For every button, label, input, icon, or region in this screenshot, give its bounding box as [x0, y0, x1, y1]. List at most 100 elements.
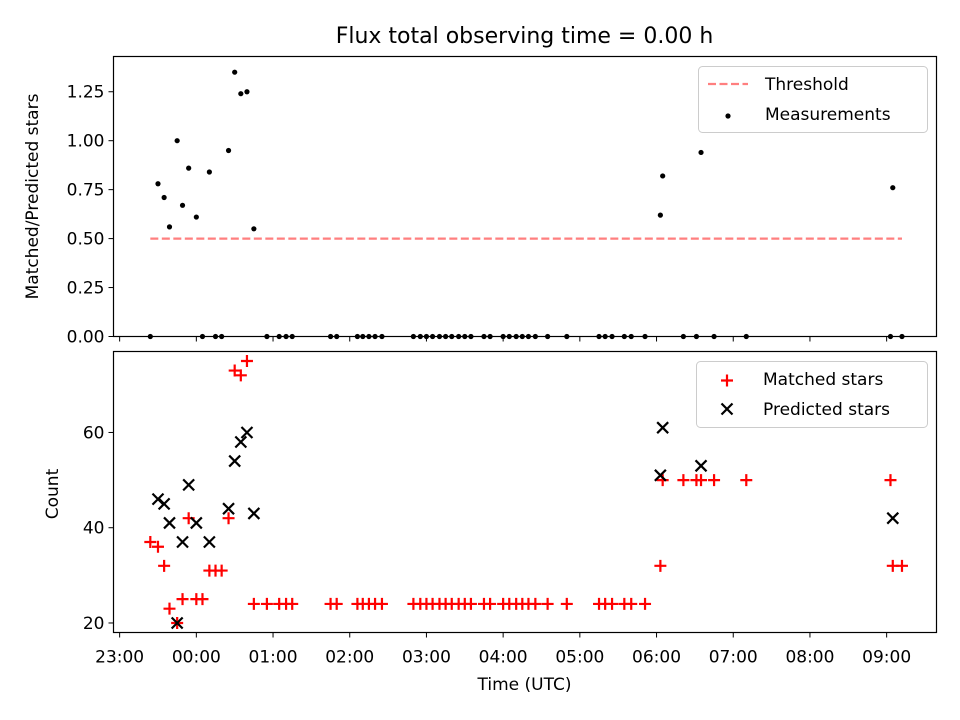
- matched-star-point: [240, 355, 253, 368]
- measurement-point: [206, 169, 212, 175]
- matched-star-point: [176, 593, 189, 606]
- x-tick-label: 02:00: [325, 648, 374, 668]
- x-tick-label: 00:00: [172, 648, 221, 668]
- matched-star-point: [606, 597, 619, 610]
- y-tick-label: 0.25: [67, 279, 105, 299]
- bottom-axes-frame: [112, 350, 938, 634]
- matched-star-point: [163, 602, 176, 615]
- predicted-star-point: [157, 497, 171, 511]
- predicted-star-point: [222, 502, 235, 515]
- x-tick-label: 09:00: [862, 648, 911, 668]
- x-tick-label: 03:00: [402, 648, 451, 668]
- top-y-axis-label: Matched/Predicted stars: [23, 93, 43, 299]
- measurement-point: [251, 226, 257, 232]
- x-tick-label: 07:00: [709, 648, 758, 668]
- measurement-point: [174, 138, 180, 144]
- matched-star-point: [529, 597, 542, 610]
- matched-star-point: [464, 597, 477, 610]
- matched-star-point: [196, 593, 209, 606]
- x-axis-label: Time (UTC): [477, 675, 572, 695]
- matched-star-point: [708, 474, 721, 487]
- y-tick-label: 0.50: [67, 230, 105, 250]
- y-tick-label: 1.25: [67, 83, 105, 103]
- y-tick-label: 1.00: [67, 132, 105, 152]
- x-tick-label: 01:00: [249, 648, 298, 668]
- count-panel: 20 40 60 23:00 00:00 01:00 02:00 03:00 04:00 05:…: [43, 350, 938, 695]
- measurement-point: [238, 91, 244, 97]
- bottom-y-axis: 20 40 60: [83, 423, 114, 634]
- predicted-star-point: [656, 421, 669, 434]
- y-tick-label: 60: [83, 423, 105, 443]
- predicted-star-point: [190, 516, 203, 530]
- matched-star-point: [375, 597, 388, 610]
- predicted-star-point: [228, 454, 241, 468]
- top-y-axis: 0.00 0.25 0.50 0.75 1.00 1.25: [67, 83, 114, 348]
- matched-star-point: [541, 597, 554, 610]
- x-tick-label: 08:00: [785, 648, 834, 668]
- predicted-star-point: [163, 516, 176, 530]
- measurement-point: [155, 181, 161, 187]
- matched-star-point: [286, 597, 299, 610]
- matched-star-point: [560, 597, 573, 610]
- predicted-star-point: [654, 469, 667, 482]
- bottom-x-axis: 23:00 00:00 01:00 02:00 03:00 04:00 05:00 06:00…: [95, 632, 911, 668]
- x-tick-label: 05:00: [555, 648, 604, 668]
- measurement-point: [179, 202, 186, 208]
- matched-star-point: [330, 597, 343, 610]
- threshold-legend-label: Threshold: [764, 75, 849, 95]
- x-tick-label: 23:00: [95, 648, 144, 668]
- top-legend-box: [698, 66, 928, 133]
- matched-star-point: [158, 559, 171, 572]
- bottom-legend-box: [696, 361, 928, 428]
- measurement-point: [186, 165, 192, 171]
- predicted-star-point: [182, 478, 195, 492]
- top-legend: Threshold Measurements: [698, 66, 928, 133]
- predicted-star-point: [176, 535, 189, 549]
- y-tick-label: 20: [83, 614, 105, 634]
- predicted-star-point: [694, 459, 708, 473]
- measurement-point: [232, 69, 238, 75]
- matched-star-point: [695, 474, 708, 487]
- bottom-legend: Matched stars Predicted stars: [696, 361, 928, 428]
- predicted-stars-series: [151, 421, 900, 630]
- matched-star-point: [228, 364, 241, 377]
- y-tick-label: 0.75: [67, 181, 105, 201]
- matched-star-point: [247, 597, 260, 610]
- matched-star-point: [144, 536, 157, 549]
- top-axes-frame: [112, 55, 938, 338]
- matched-legend-label: Matched stars: [763, 370, 883, 390]
- predicted-star-point: [234, 435, 248, 449]
- matched-star-point: [639, 597, 652, 610]
- matched-star-point: [895, 559, 908, 572]
- measurement-point: [890, 185, 896, 191]
- predicted-star-point: [247, 507, 261, 520]
- matched-star-point: [740, 474, 753, 487]
- measurement-point: [161, 194, 167, 201]
- measurement-point: [698, 149, 704, 156]
- matched-star-point: [234, 369, 247, 382]
- measurements-legend-label: Measurements: [765, 105, 891, 125]
- matched-star-point: [215, 564, 228, 577]
- chart-title: Flux total observing time = 0.00 h: [336, 24, 714, 49]
- predicted-star-point: [886, 511, 900, 525]
- y-tick-label: 0.00: [67, 328, 105, 348]
- top-x-axis: [119, 336, 888, 342]
- predicted-star-point: [203, 535, 216, 549]
- ratio-panel: Flux total observing time = 0.00 h 0.000…: [23, 24, 938, 348]
- matched-legend-marker: [721, 374, 733, 387]
- predicted-star-point: [240, 426, 254, 439]
- matched-star-point: [222, 512, 235, 525]
- matched-star-point: [484, 597, 497, 610]
- matched-star-point: [260, 597, 273, 610]
- matched-star-point: [654, 559, 667, 572]
- measurement-point: [193, 214, 199, 220]
- predicted-star-point: [170, 616, 184, 630]
- x-tick-label: 04:00: [479, 648, 528, 668]
- x-tick-label: 06:00: [632, 648, 681, 668]
- predicted-legend-marker: [720, 402, 734, 416]
- matched-star-point: [677, 474, 690, 487]
- bottom-y-axis-label: Count: [43, 468, 63, 519]
- measurement-point: [225, 147, 232, 154]
- y-tick-label: 40: [83, 519, 105, 539]
